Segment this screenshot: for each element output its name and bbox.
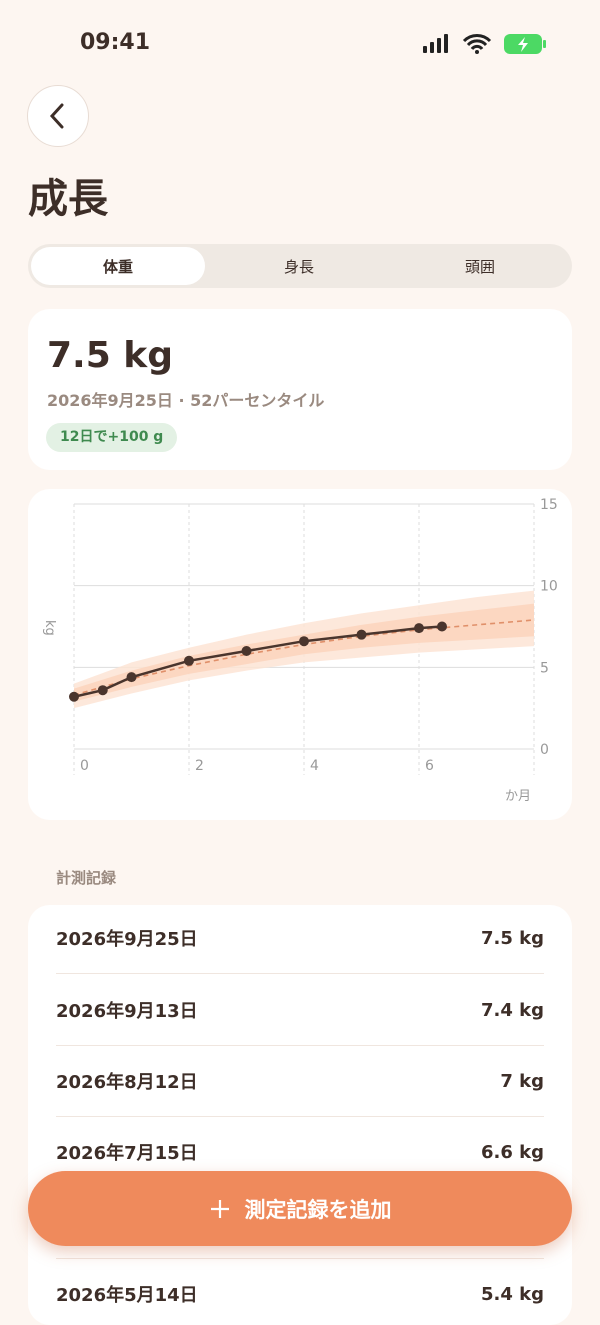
record-date: 2026年9月25日 (56, 929, 198, 950)
record-row[interactable]: 2026年8月12日 7 kg (56, 1066, 544, 1096)
back-icon (49, 103, 64, 129)
change-badge: 12日で+100 g (46, 423, 178, 452)
data-point (356, 629, 367, 640)
y-tick-label: 0 (540, 742, 549, 758)
record-row[interactable]: 2026年9月13日 7.4 kg (56, 995, 544, 1025)
tab[interactable]: 体重 (31, 247, 205, 285)
data-point (97, 685, 108, 696)
data-point (437, 621, 447, 632)
x-tick-label: 4 (310, 758, 319, 774)
tab[interactable]: 頭囲 (464, 257, 495, 276)
back-button[interactable] (27, 85, 89, 147)
y-tick-label: 5 (540, 660, 549, 676)
summary-subtitle: 2026年9月25日 · 52パーセンタイル (47, 391, 325, 410)
records-card (28, 905, 572, 1325)
y-tick-label: 15 (540, 497, 558, 513)
data-point (414, 623, 424, 634)
page-title: 成長 (28, 176, 108, 222)
records-title: 計測記録 (56, 869, 117, 887)
summary-card: 7.5 kg 2026年9月25日 · 52パーセンタイル 12日で+100 g (28, 309, 572, 470)
data-point (241, 646, 252, 656)
x-tick-label: 2 (195, 758, 204, 774)
status-time: 09:41 (80, 30, 151, 55)
data-point (126, 672, 137, 683)
record-date: 2026年9月13日 (56, 1001, 198, 1022)
divider (56, 973, 544, 974)
record-row[interactable]: 2026年9月25日 7.5 kg (56, 923, 544, 953)
status-icons (423, 34, 546, 54)
divider (56, 1045, 544, 1046)
divider (56, 1258, 544, 1259)
record-value: 7 kg (500, 1070, 544, 1092)
record-value: 7.4 kg (480, 999, 544, 1021)
record-date: 2026年7月15日 (56, 1143, 198, 1164)
chart: 0 5 10 15 0 2 4 6 か月 kg (42, 497, 558, 804)
add-button-label: 測定記録を追加 (244, 1197, 392, 1222)
plus-icon (210, 1199, 229, 1218)
record-date: 2026年5月14日 (56, 1285, 198, 1306)
data-point (69, 691, 79, 702)
y-tick-label: 10 (540, 579, 558, 595)
x-tick-label: 6 (425, 758, 434, 774)
record-date: 2026年8月12日 (56, 1072, 198, 1093)
record-value: 7.5 kg (480, 927, 544, 949)
x-tick-label: 0 (80, 758, 89, 774)
x-axis-label: か月 (505, 789, 531, 804)
record-value: 5.4 kg (480, 1283, 544, 1305)
data-point (184, 655, 194, 666)
y-axis-label: kg (42, 620, 57, 636)
tab[interactable]: 身長 (283, 257, 314, 276)
data-point (299, 636, 309, 647)
record-value: 6.6 kg (480, 1141, 544, 1163)
record-row[interactable]: 2026年5月14日 5.4 kg (56, 1279, 544, 1309)
add-button[interactable]: 測定記録を追加 (28, 1171, 572, 1246)
record-row[interactable]: 2026年7月15日 6.6 kg (56, 1137, 544, 1167)
summary-value: 7.5 kg (47, 335, 174, 376)
divider (56, 1116, 544, 1117)
